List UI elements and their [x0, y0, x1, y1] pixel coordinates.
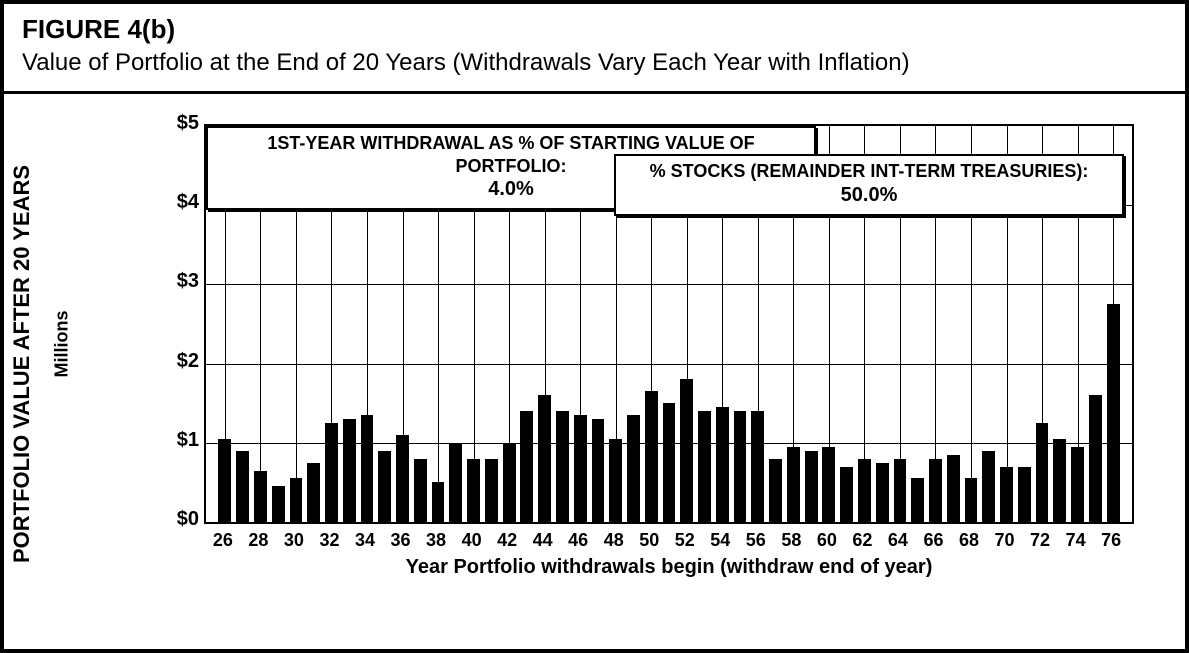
bar [805, 451, 818, 522]
y-axis-label-outer-text: PORTFOLIO VALUE AFTER 20 YEARS [9, 165, 35, 563]
bar [520, 411, 533, 522]
bar [307, 463, 320, 522]
bar [716, 407, 729, 522]
y-tick-label: $5 [144, 112, 199, 135]
bar [467, 459, 480, 522]
bar [858, 459, 871, 522]
bar [609, 439, 622, 522]
annotation-stocks: % STOCKS (REMAINDER INT-TERM TREASURIES)… [614, 154, 1124, 216]
bar [503, 443, 516, 522]
bar [698, 411, 711, 522]
x-tick-label: 66 [923, 530, 943, 551]
bar [361, 415, 374, 522]
x-tick-label: 34 [355, 530, 375, 551]
x-tick-label: 32 [319, 530, 339, 551]
bar [396, 435, 409, 522]
bar [751, 411, 764, 522]
annotation-stocks-label: % STOCKS (REMAINDER INT-TERM TREASURIES)… [650, 161, 1089, 181]
bar [947, 455, 960, 522]
x-tick-label: 76 [1101, 530, 1121, 551]
bar [343, 419, 356, 522]
y-axis-label-inner-text: Millions [52, 311, 73, 378]
bar [1036, 423, 1049, 522]
bar [254, 471, 267, 522]
bar [929, 459, 942, 522]
bar [1071, 447, 1084, 522]
x-tick-label: 40 [462, 530, 482, 551]
y-tick-label: $0 [144, 508, 199, 531]
bar [1089, 395, 1102, 522]
x-tick-label: 28 [248, 530, 268, 551]
bar [645, 391, 658, 522]
x-tick-label: 72 [1030, 530, 1050, 551]
x-tick-label: 38 [426, 530, 446, 551]
bar [1107, 304, 1120, 522]
x-tick-label: 70 [995, 530, 1015, 551]
bar [290, 478, 303, 522]
bar [574, 415, 587, 522]
bar [272, 486, 285, 522]
figure-header: FIGURE 4(b) Value of Portfolio at the En… [4, 4, 1185, 94]
bar [734, 411, 747, 522]
bar [822, 447, 835, 522]
x-tick-label: 68 [959, 530, 979, 551]
bar [432, 482, 445, 522]
gridline-horizontal [206, 284, 1132, 285]
x-tick-label: 64 [888, 530, 908, 551]
bar [663, 403, 676, 522]
x-tick-label: 48 [604, 530, 624, 551]
bar [787, 447, 800, 522]
bar [965, 478, 978, 522]
bar [627, 415, 640, 522]
x-tick-label: 30 [284, 530, 304, 551]
x-tick-label: 62 [852, 530, 872, 551]
figure-title: FIGURE 4(b) [22, 14, 1167, 45]
gridline-horizontal [206, 364, 1132, 365]
bar [414, 459, 427, 522]
bar [538, 395, 551, 522]
y-tick-label: $4 [144, 191, 199, 214]
bar [680, 379, 693, 522]
bar [556, 411, 569, 522]
chart-area: $0$1$2$3$4$5 1ST-YEAR WITHDRAWAL AS % OF… [144, 124, 1144, 604]
figure-subtitle: Value of Portfolio at the End of 20 Year… [22, 49, 1167, 77]
x-tick-label: 52 [675, 530, 695, 551]
x-tick-label: 42 [497, 530, 517, 551]
bar [449, 443, 462, 522]
bar [982, 451, 995, 522]
x-tick-label: 44 [533, 530, 553, 551]
bar [911, 478, 924, 522]
x-axis-title: Year Portfolio withdrawals begin (withdr… [204, 556, 1134, 579]
bar [876, 463, 889, 522]
x-tick-label: 50 [639, 530, 659, 551]
x-tick-label: 74 [1066, 530, 1086, 551]
x-tick-label: 54 [710, 530, 730, 551]
x-tick-label: 46 [568, 530, 588, 551]
bar [592, 419, 605, 522]
bar [218, 439, 231, 522]
bar [769, 459, 782, 522]
bar [236, 451, 249, 522]
bar [485, 459, 498, 522]
bar [1053, 439, 1066, 522]
x-tick-label: 60 [817, 530, 837, 551]
annotation-stocks-value: 50.0% [622, 183, 1116, 208]
x-tick-label: 56 [746, 530, 766, 551]
bar [1018, 467, 1031, 522]
y-tick-label: $2 [144, 350, 199, 373]
bar [894, 459, 907, 522]
figure-container: FIGURE 4(b) Value of Portfolio at the En… [0, 0, 1189, 653]
bar [325, 423, 338, 522]
y-tick-label: $3 [144, 270, 199, 293]
x-tick-label: 58 [781, 530, 801, 551]
y-tick-label: $1 [144, 429, 199, 452]
bar [840, 467, 853, 522]
x-tick-label: 26 [213, 530, 233, 551]
x-tick-label: 36 [391, 530, 411, 551]
bar [378, 451, 391, 522]
bar [1000, 467, 1013, 522]
